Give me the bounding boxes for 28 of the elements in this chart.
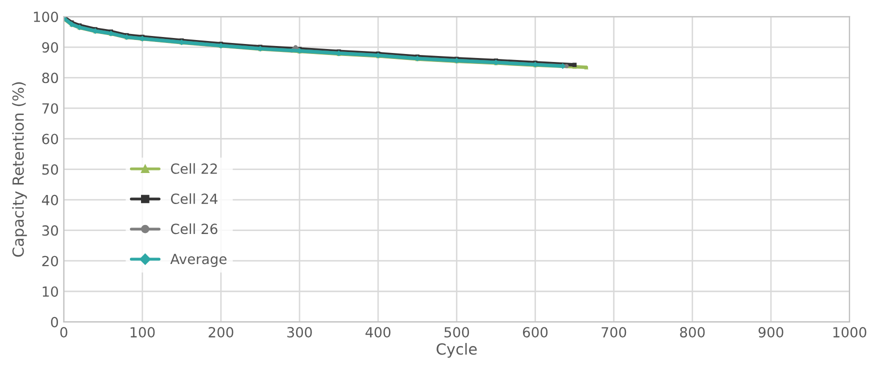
x-axis-title: Cycle xyxy=(436,342,477,358)
y-tick-label: 90 xyxy=(42,42,58,53)
legend-label: Cell 24 xyxy=(170,193,218,204)
legend-label: Cell 26 xyxy=(170,223,218,234)
y-tick-label: 70 xyxy=(42,103,58,114)
y-tick-label: 0 xyxy=(51,316,58,328)
x-tick-label: 1000 xyxy=(833,327,866,338)
x-tick-label: 100 xyxy=(130,327,155,338)
x-tick-label: 500 xyxy=(444,327,469,338)
y-tick-label: 40 xyxy=(42,194,58,206)
y-tick-label: 10 xyxy=(42,286,58,297)
x-tick-label: 200 xyxy=(208,327,234,338)
x-tick-label: 900 xyxy=(758,327,784,338)
x-tick-label: 800 xyxy=(680,327,705,338)
y-tick-label: 50 xyxy=(42,164,58,175)
y-tick-label: 80 xyxy=(42,72,58,84)
legend-label: Average xyxy=(170,254,226,267)
y-tick-label: 60 xyxy=(42,134,58,144)
y-tick-label: 100 xyxy=(34,12,58,22)
x-tick-label: 600 xyxy=(522,327,548,338)
y-tick-label: 20 xyxy=(42,256,58,266)
y-tick-label: 30 xyxy=(42,225,58,236)
x-tick-label: 400 xyxy=(366,327,390,338)
x-tick-label: 700 xyxy=(602,327,626,338)
x-tick-label: 0 xyxy=(60,327,68,338)
y-axis-title: Capacity Retention (%) xyxy=(12,82,27,257)
legend-label: Cell 22 xyxy=(170,163,217,174)
x-tick-label: 300 xyxy=(287,327,312,338)
